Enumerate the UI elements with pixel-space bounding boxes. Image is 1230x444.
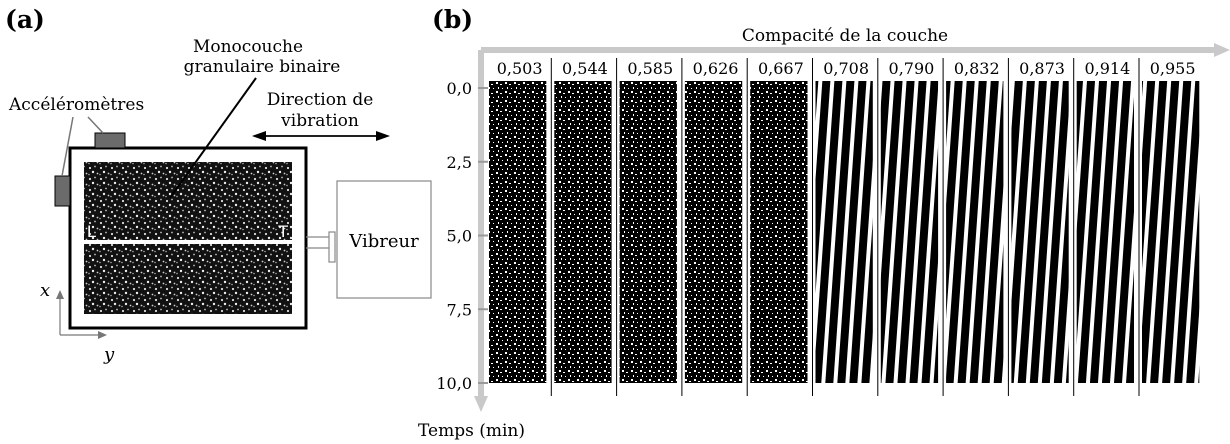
pattern-panel [684,81,743,383]
compacity-labels: 0,503 0,544 0,585 0,626 0,667 0,708 0,790 0,832… [497,59,1196,78]
time-tick-label: 10,0 [436,374,472,393]
pattern-panel [750,81,808,383]
pattern-panel [1011,81,1069,383]
monolayer-label-line2: granulaire binaire [184,57,341,77]
compacity-label: 0,914 [1084,59,1130,78]
compacity-label: 0,626 [693,59,739,78]
direction-arrow [252,131,390,141]
pattern-panel [619,81,677,383]
compacity-label: 0,790 [889,59,935,78]
monolayer-leader [169,77,257,199]
axis-y-label: y [103,344,115,365]
compacity-label: 0,873 [1019,59,1065,78]
accelerometer-leader-1 [61,116,74,177]
vibrator-label: Vibreur [348,231,419,252]
time-axis-title: Temps (min) [418,421,525,441]
compacity-label: 0,585 [627,59,673,78]
pattern-panels [489,58,1200,396]
pattern-panel [554,81,612,383]
vibrator-box [336,180,432,299]
accelerometer-top [94,132,126,149]
direction-label-line2: vibration [280,111,359,131]
compacity-label: 0,832 [954,59,1000,78]
compacity-label: 0,667 [758,59,804,78]
time-tick-label: 5,0 [447,227,472,246]
top-axis [481,43,1230,57]
right-marker: T [278,222,288,241]
accelerometer-leader-2 [87,116,104,134]
granular-region-bottom [84,244,292,314]
compacity-label: 0,708 [823,59,869,78]
top-axis-title: Compacité de la couche [742,26,948,46]
panel-b-label: (b) [432,5,473,34]
pattern-panel [880,81,939,383]
panel-a-label: (a) [5,5,45,34]
compacity-label: 0,503 [497,59,543,78]
orientation-axes [56,290,107,339]
left-marker: L [87,222,96,241]
time-tick-label: 0,0 [447,79,472,98]
axis-x-label: x [40,280,50,301]
panel-b: (b) Compacité de la couche 0,503 0,544 0,5… [418,5,1230,441]
panel-a: (a) L T Accéléromètres Monocouche granul… [5,5,432,365]
vibrator-connector [306,231,336,263]
pattern-panel [815,81,873,383]
pattern-panel [489,81,547,383]
accelerometers-label: Accéléromètres [8,95,144,115]
granular-region-top [84,162,292,240]
monolayer-label-line1: Monocouche [193,37,303,57]
time-axis [474,50,488,412]
compacity-label: 0,544 [562,59,608,78]
pattern-panel [1142,81,1200,383]
compacity-label: 0,955 [1150,59,1196,78]
pattern-panel [946,81,1004,383]
time-ticks: 0,0 2,5 5,0 7,5 10,0 [436,79,488,393]
accelerometer-side [54,175,71,207]
time-tick-label: 7,5 [447,300,472,319]
time-tick-label: 2,5 [447,153,472,172]
direction-label-line1: Direction de [267,90,374,110]
pattern-panel [1076,81,1134,383]
